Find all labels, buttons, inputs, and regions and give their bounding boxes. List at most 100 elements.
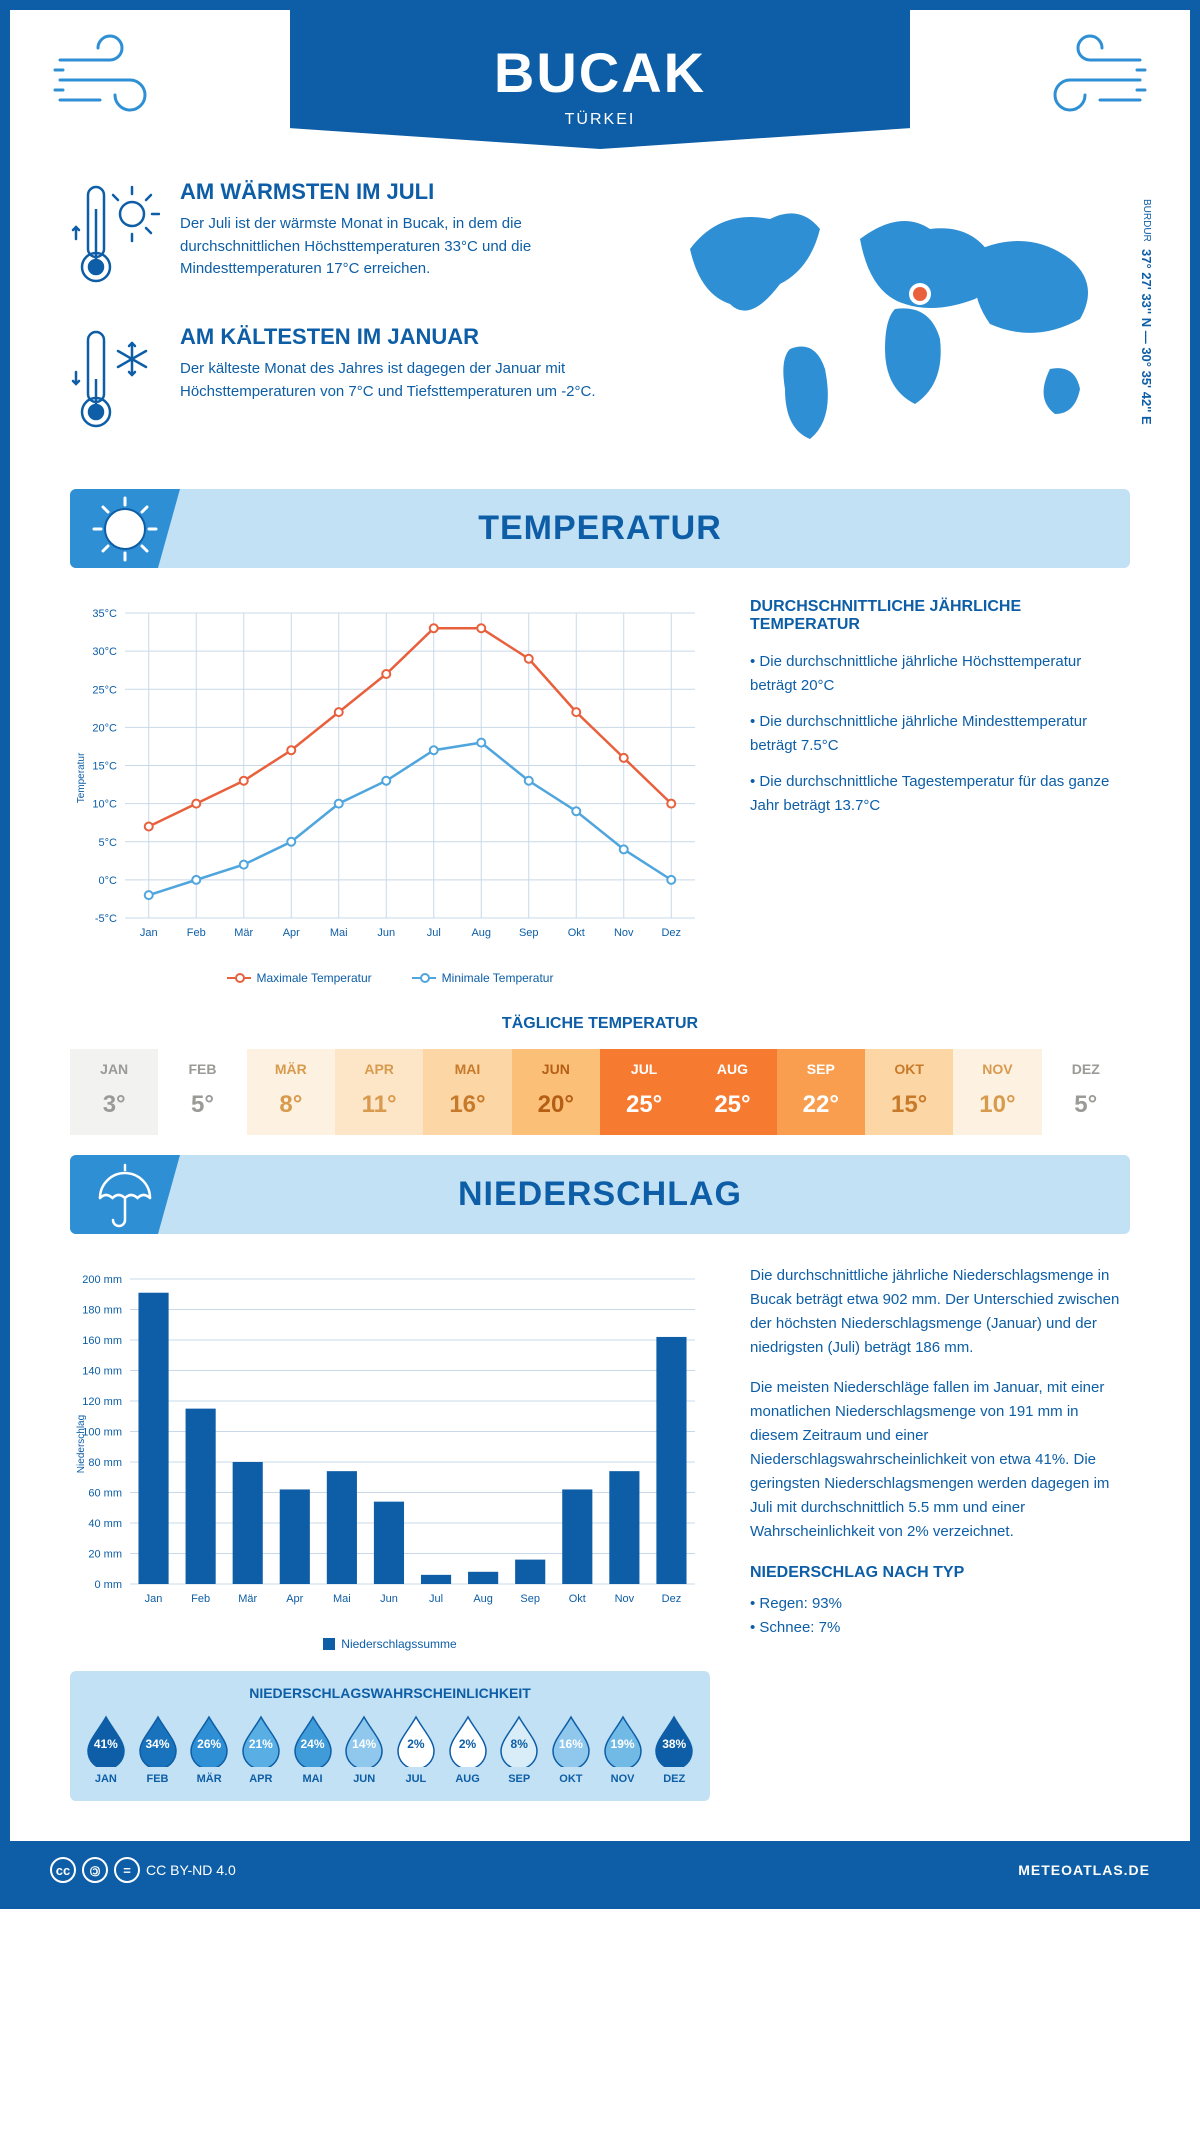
prob-drop: 34%FEB: [132, 1713, 184, 1785]
prob-drop: 2%AUG: [442, 1713, 494, 1785]
country-subtitle: TÜRKEI: [310, 111, 890, 129]
daily-cell: SEP22°: [777, 1049, 865, 1135]
svg-text:0 mm: 0 mm: [95, 1579, 123, 1591]
temp-legend: Maximale Temperatur Minimale Temperatur: [70, 971, 710, 985]
precip-info: Die durchschnittliche jährliche Niedersc…: [750, 1264, 1130, 1801]
daily-cell: MAI16°: [423, 1049, 511, 1135]
prob-drop: 8%SEP: [493, 1713, 545, 1785]
daily-temp-grid: JAN3°FEB5°MÄR8°APR11°MAI16°JUN20°JUL25°A…: [70, 1049, 1130, 1135]
precip-heading: NIEDERSCHLAG: [90, 1175, 1110, 1214]
svg-text:20 mm: 20 mm: [88, 1549, 122, 1561]
prob-drop: 38%DEZ: [648, 1713, 700, 1785]
prob-drop: 19%NOV: [597, 1713, 649, 1785]
precip-banner: NIEDERSCHLAG: [70, 1155, 1130, 1234]
svg-text:160 mm: 160 mm: [82, 1335, 122, 1347]
by-icon: 🄯: [82, 1857, 108, 1883]
svg-text:-5°C: -5°C: [95, 913, 117, 925]
svg-text:30°C: 30°C: [92, 646, 117, 658]
svg-text:180 mm: 180 mm: [82, 1305, 122, 1317]
city-title: BUCAK: [310, 40, 890, 105]
prob-drop: 21%APR: [235, 1713, 287, 1785]
prob-title: NIEDERSCHLAGSWAHRSCHEINLICHKEIT: [80, 1685, 700, 1701]
svg-text:Sep: Sep: [520, 1593, 540, 1605]
infographic-frame: BUCAK TÜRKEI AM WÄRMSTEN IM JULI Der Jul…: [0, 0, 1200, 1909]
footer: cc 🄯 = CC BY-ND 4.0 METEOATLAS.DE: [10, 1841, 1190, 1899]
precip-probability-box: NIEDERSCHLAGSWAHRSCHEINLICHKEIT 41%JAN34…: [70, 1671, 710, 1801]
precip-legend: Niederschlagssumme: [70, 1637, 710, 1651]
temp-info-title: DURCHSCHNITTLICHE JÄHRLICHE TEMPERATUR: [750, 598, 1130, 634]
wind-icon-left: [50, 30, 170, 120]
prob-drop: 2%JUL: [390, 1713, 442, 1785]
svg-text:Nov: Nov: [615, 1593, 635, 1605]
svg-text:0°C: 0°C: [99, 875, 118, 887]
daily-cell: MÄR8°: [247, 1049, 335, 1135]
svg-text:Mär: Mär: [234, 927, 253, 939]
daily-cell: AUG25°: [688, 1049, 776, 1135]
precip-p1: Die durchschnittliche jährliche Niedersc…: [750, 1264, 1130, 1360]
prob-drop: 16%OKT: [545, 1713, 597, 1785]
header-row: BUCAK TÜRKEI: [10, 10, 1190, 149]
svg-text:10°C: 10°C: [92, 799, 117, 811]
svg-text:20°C: 20°C: [92, 722, 117, 734]
svg-text:Apr: Apr: [283, 927, 300, 939]
warmest-text: Der Juli ist der wärmste Monat in Bucak,…: [180, 213, 610, 281]
svg-text:Mär: Mär: [238, 1593, 257, 1605]
svg-text:Aug: Aug: [471, 927, 491, 939]
svg-text:Dez: Dez: [661, 927, 681, 939]
svg-text:140 mm: 140 mm: [82, 1366, 122, 1378]
precip-chart: 0 mm 20 mm 40 mm 60 mm 80 mm 100 mm 120 mm 140 …: [70, 1264, 710, 1651]
prob-drop: 24%MAI: [287, 1713, 339, 1785]
intro-section: AM WÄRMSTEN IM JULI Der Juli ist der wär…: [70, 179, 1130, 469]
svg-text:Jul: Jul: [427, 927, 441, 939]
daily-cell: APR11°: [335, 1049, 423, 1135]
site-name: METEOATLAS.DE: [1018, 1862, 1150, 1878]
svg-text:60 mm: 60 mm: [88, 1488, 122, 1500]
world-map-box: BURDUR 37° 27' 33'' N — 30° 35' 42'' E: [650, 179, 1130, 469]
temperature-banner: TEMPERATUR: [70, 489, 1130, 568]
svg-text:Okt: Okt: [568, 927, 585, 939]
svg-text:35°C: 35°C: [92, 608, 117, 620]
svg-text:Apr: Apr: [286, 1593, 303, 1605]
precip-type-title: NIEDERSCHLAG NACH TYP: [750, 1564, 1130, 1582]
prob-drop: 14%JUN: [338, 1713, 390, 1785]
svg-text:100 mm: 100 mm: [82, 1427, 122, 1439]
svg-text:25°C: 25°C: [92, 684, 117, 696]
svg-text:200 mm: 200 mm: [82, 1274, 122, 1286]
svg-text:Nov: Nov: [614, 927, 634, 939]
svg-text:Jun: Jun: [377, 927, 395, 939]
daily-cell: NOV10°: [953, 1049, 1041, 1135]
svg-text:5°C: 5°C: [99, 837, 118, 849]
daily-cell: OKT15°: [865, 1049, 953, 1135]
svg-text:Jul: Jul: [429, 1593, 443, 1605]
coordinates: BURDUR 37° 27' 33'' N — 30° 35' 42'' E: [1139, 199, 1154, 425]
svg-text:Aug: Aug: [473, 1593, 493, 1605]
coldest-text: Der kälteste Monat des Jahres ist dagege…: [180, 358, 610, 403]
svg-text:80 mm: 80 mm: [88, 1457, 122, 1469]
svg-text:120 mm: 120 mm: [82, 1396, 122, 1408]
svg-text:Feb: Feb: [187, 927, 206, 939]
svg-text:40 mm: 40 mm: [88, 1518, 122, 1530]
cc-icon: cc: [50, 1857, 76, 1883]
svg-text:Sep: Sep: [519, 927, 539, 939]
svg-text:Mai: Mai: [330, 927, 348, 939]
nd-icon: =: [114, 1857, 140, 1883]
svg-text:Feb: Feb: [191, 1593, 210, 1605]
precip-p2: Die meisten Niederschläge fallen im Janu…: [750, 1376, 1130, 1544]
coldest-title: AM KÄLTESTEN IM JANUAR: [180, 324, 610, 350]
temperature-info: DURCHSCHNITTLICHE JÄHRLICHE TEMPERATUR D…: [750, 598, 1130, 985]
temperature-heading: TEMPERATUR: [90, 509, 1110, 548]
daily-temp-title: TÄGLICHE TEMPERATUR: [70, 1015, 1130, 1033]
coldest-fact: AM KÄLTESTEN IM JANUAR Der kälteste Mona…: [70, 324, 610, 439]
daily-cell: JAN3°: [70, 1049, 158, 1135]
svg-text:Jan: Jan: [145, 1593, 163, 1605]
license: cc 🄯 = CC BY-ND 4.0: [50, 1857, 236, 1883]
svg-text:Niederschlag: Niederschlag: [76, 1415, 87, 1473]
thermometer-sun-icon: [70, 179, 160, 294]
svg-text:Dez: Dez: [662, 1593, 682, 1605]
prob-drop: 26%MÄR: [183, 1713, 235, 1785]
warmest-title: AM WÄRMSTEN IM JULI: [180, 179, 610, 205]
temperature-chart: -5°C 0°C 5°C 10°C 15°C 20°C 25°C 30°C 35°C Jan Feb…: [70, 598, 710, 985]
svg-text:15°C: 15°C: [92, 761, 117, 773]
svg-text:Jan: Jan: [140, 927, 158, 939]
warmest-fact: AM WÄRMSTEN IM JULI Der Juli ist der wär…: [70, 179, 610, 294]
